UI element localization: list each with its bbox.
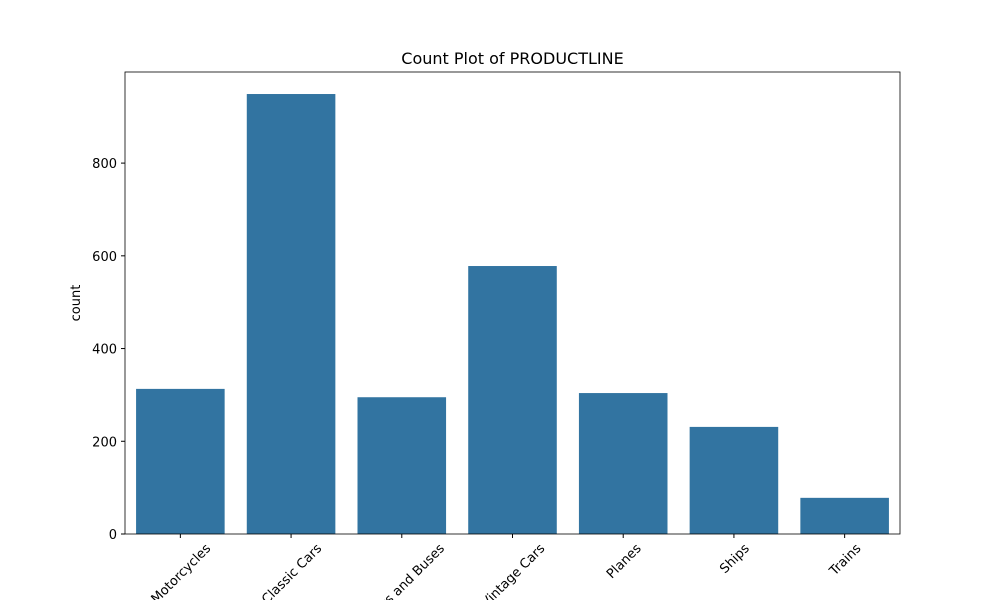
bar — [468, 266, 557, 534]
plot-frame — [124, 71, 901, 535]
bar — [136, 388, 225, 534]
y-tick-label: 200 — [92, 435, 117, 450]
bar — [689, 426, 779, 534]
y-tick-label: 400 — [92, 343, 117, 358]
bar — [800, 497, 889, 534]
bar — [357, 397, 447, 534]
chart-title: Count Plot of PRODUCTLINE — [401, 49, 623, 68]
y-tick-label: 600 — [92, 250, 117, 265]
y-tick-label: 800 — [92, 157, 117, 172]
y-axis-label: count — [69, 285, 84, 322]
y-tick-label: 0 — [109, 528, 117, 543]
bar — [578, 393, 668, 534]
bar — [246, 94, 336, 534]
